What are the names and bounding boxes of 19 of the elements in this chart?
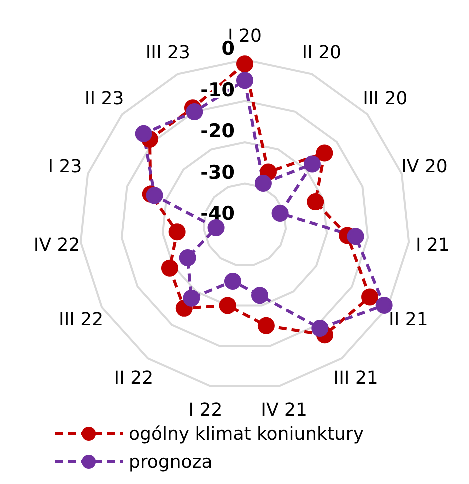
spoke-label: II 22 bbox=[114, 368, 154, 389]
y-tick-label: -40 bbox=[200, 203, 235, 225]
spoke-label: III 20 bbox=[363, 88, 408, 110]
y-tick-label: -30 bbox=[200, 162, 235, 184]
legend-label: ogólny klimat koniunktury bbox=[129, 424, 364, 444]
spoke-label: IV 22 bbox=[34, 234, 80, 256]
y-tick-label: -20 bbox=[200, 120, 235, 142]
spoke-label: II 23 bbox=[84, 88, 124, 110]
spoke-label: I 22 bbox=[188, 400, 223, 421]
spoke-label: III 22 bbox=[59, 310, 104, 330]
spoke-label: I 23 bbox=[48, 156, 82, 178]
spoke-label: II 21 bbox=[389, 310, 428, 330]
spoke-label: I 21 bbox=[416, 234, 450, 256]
spoke-label: II 20 bbox=[302, 42, 342, 64]
spoke-label: IV 20 bbox=[402, 156, 448, 178]
spoke-label: IV 21 bbox=[261, 400, 308, 421]
spoke-label: III 21 bbox=[334, 368, 378, 389]
spoke-label: III 23 bbox=[146, 42, 190, 64]
legend-label: prognoza bbox=[129, 452, 213, 472]
